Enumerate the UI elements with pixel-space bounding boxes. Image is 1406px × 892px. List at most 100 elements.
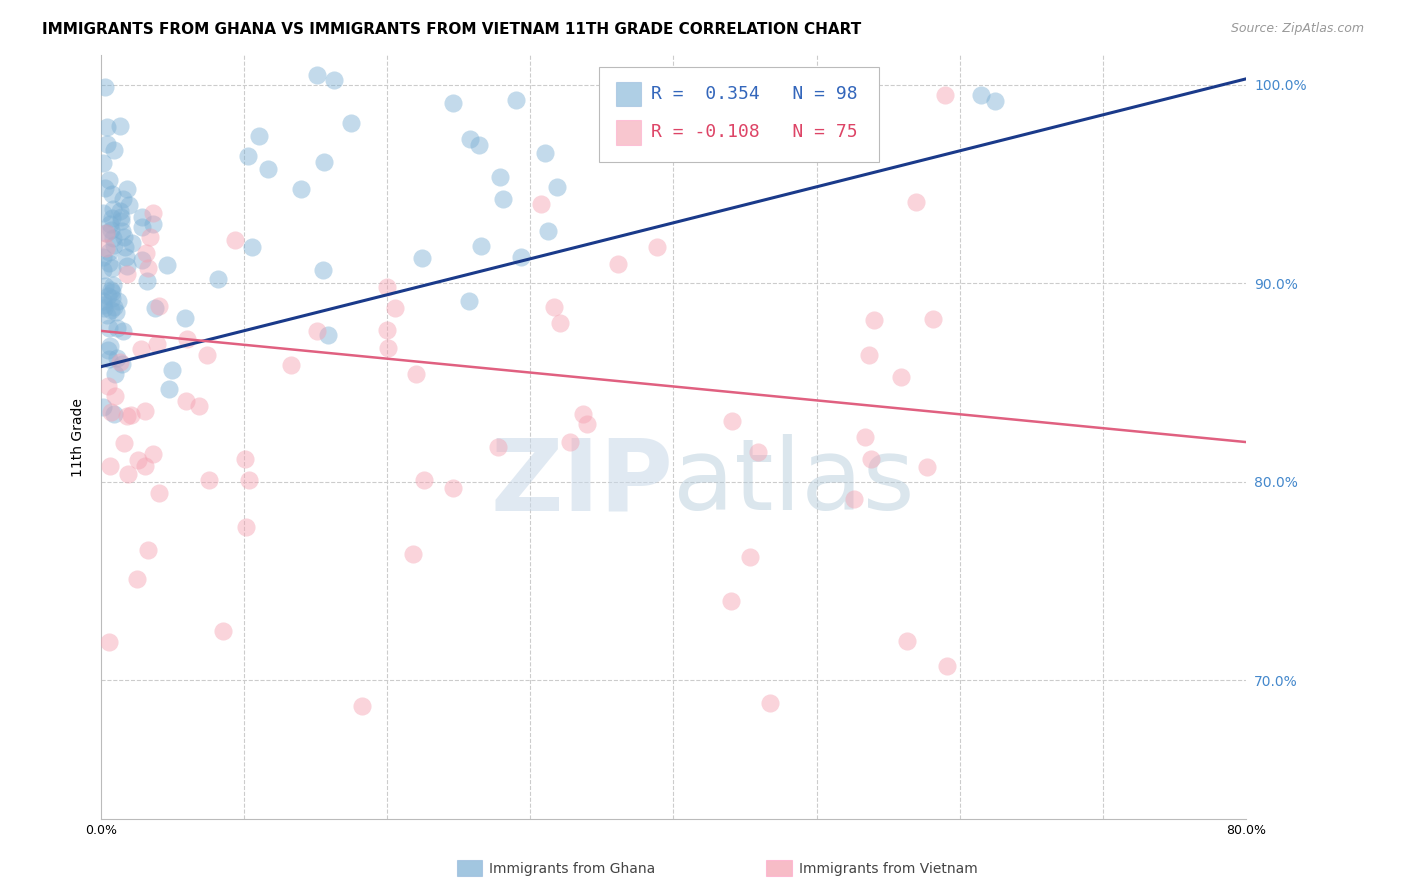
Immigrants from Ghana bbox=[93, 181, 115, 195]
Immigrants from Vietnam bbox=[560, 435, 582, 450]
Immigrants from Ghana bbox=[546, 179, 568, 194]
Immigrants from Ghana bbox=[100, 303, 122, 318]
Immigrants from Vietnam bbox=[142, 206, 165, 220]
Immigrants from Vietnam bbox=[235, 520, 257, 534]
Immigrants from Ghana bbox=[984, 94, 1007, 108]
Immigrants from Ghana bbox=[98, 256, 121, 270]
Immigrants from Ghana bbox=[101, 277, 124, 292]
Immigrants from Ghana bbox=[104, 304, 127, 318]
Immigrants from Ghana bbox=[312, 154, 335, 169]
Immigrants from Ghana bbox=[96, 120, 118, 134]
Immigrants from Vietnam bbox=[405, 367, 427, 381]
Immigrants from Vietnam bbox=[127, 572, 149, 586]
Immigrants from Ghana bbox=[100, 260, 122, 275]
Immigrants from Ghana bbox=[115, 250, 138, 264]
Immigrants from Ghana bbox=[157, 382, 180, 396]
Immigrants from Vietnam bbox=[859, 452, 882, 467]
Immigrants from Vietnam bbox=[721, 414, 744, 428]
Immigrants from Ghana bbox=[111, 192, 134, 206]
Immigrants from Ghana bbox=[101, 291, 124, 305]
Immigrants from Ghana bbox=[108, 203, 131, 218]
Immigrants from Ghana bbox=[311, 263, 333, 277]
Immigrants from Ghana bbox=[91, 298, 114, 312]
Immigrants from Ghana bbox=[509, 250, 531, 264]
Immigrants from Ghana bbox=[257, 161, 280, 176]
Immigrants from Ghana bbox=[94, 226, 117, 240]
Immigrants from Ghana bbox=[94, 80, 117, 95]
Immigrants from Vietnam bbox=[921, 311, 943, 326]
Immigrants from Vietnam bbox=[224, 233, 246, 247]
Immigrants from Ghana bbox=[96, 309, 118, 323]
Immigrants from Vietnam bbox=[904, 195, 927, 210]
Immigrants from Vietnam bbox=[720, 593, 742, 607]
Immigrants from Vietnam bbox=[548, 316, 571, 330]
Immigrants from Vietnam bbox=[936, 658, 959, 673]
Immigrants from Vietnam bbox=[377, 341, 399, 355]
Immigrants from Ghana bbox=[240, 239, 263, 253]
Immigrants from Ghana bbox=[97, 321, 120, 335]
Immigrants from Vietnam bbox=[134, 404, 156, 418]
Immigrants from Vietnam bbox=[844, 492, 866, 507]
Immigrants from Ghana bbox=[470, 238, 492, 252]
Immigrants from Ghana bbox=[108, 119, 131, 133]
Immigrants from Vietnam bbox=[148, 486, 170, 500]
Immigrants from Ghana bbox=[207, 272, 229, 286]
FancyBboxPatch shape bbox=[616, 120, 641, 145]
Immigrants from Vietnam bbox=[98, 458, 121, 473]
Immigrants from Ghana bbox=[111, 224, 134, 238]
Immigrants from Ghana bbox=[131, 220, 153, 235]
Immigrants from Vietnam bbox=[94, 241, 117, 255]
Immigrants from Ghana bbox=[316, 327, 339, 342]
Immigrants from Vietnam bbox=[350, 699, 373, 714]
Immigrants from Ghana bbox=[131, 252, 153, 267]
Immigrants from Vietnam bbox=[142, 447, 165, 461]
Immigrants from Vietnam bbox=[738, 550, 761, 565]
Immigrants from Ghana bbox=[247, 128, 270, 143]
Immigrants from Ghana bbox=[115, 182, 138, 196]
Immigrants from Vietnam bbox=[543, 300, 565, 314]
Immigrants from Ghana bbox=[104, 367, 127, 381]
Immigrants from Ghana bbox=[458, 131, 481, 145]
Immigrants from Vietnam bbox=[530, 197, 553, 211]
Immigrants from Vietnam bbox=[890, 369, 912, 384]
Immigrants from Vietnam bbox=[375, 323, 398, 337]
Immigrants from Ghana bbox=[143, 301, 166, 315]
Immigrants from Ghana bbox=[91, 400, 114, 414]
Immigrants from Vietnam bbox=[138, 229, 160, 244]
Immigrants from Vietnam bbox=[377, 279, 399, 293]
Immigrants from Vietnam bbox=[97, 378, 120, 392]
Immigrants from Ghana bbox=[105, 321, 128, 335]
Immigrants from Vietnam bbox=[571, 407, 593, 421]
Immigrants from Vietnam bbox=[863, 313, 886, 327]
Immigrants from Vietnam bbox=[853, 430, 876, 444]
Immigrants from Vietnam bbox=[104, 389, 127, 403]
Immigrants from Ghana bbox=[96, 136, 118, 151]
Immigrants from Ghana bbox=[91, 206, 114, 220]
FancyBboxPatch shape bbox=[599, 67, 879, 162]
Immigrants from Vietnam bbox=[915, 460, 938, 475]
Immigrants from Ghana bbox=[117, 259, 139, 273]
Immigrants from Ghana bbox=[534, 145, 557, 160]
Immigrants from Ghana bbox=[970, 87, 993, 102]
Immigrants from Vietnam bbox=[138, 261, 160, 276]
Text: Immigrants from Vietnam: Immigrants from Vietnam bbox=[799, 862, 977, 876]
Immigrants from Vietnam bbox=[115, 409, 138, 423]
Immigrants from Vietnam bbox=[486, 440, 509, 454]
Immigrants from Vietnam bbox=[759, 696, 782, 710]
Immigrants from Ghana bbox=[488, 169, 510, 184]
Immigrants from Vietnam bbox=[413, 473, 436, 487]
Immigrants from Ghana bbox=[142, 217, 165, 231]
Text: R =  0.354   N = 98: R = 0.354 N = 98 bbox=[651, 85, 858, 103]
Text: Source: ZipAtlas.com: Source: ZipAtlas.com bbox=[1230, 22, 1364, 36]
Immigrants from Ghana bbox=[110, 210, 132, 224]
Y-axis label: 11th Grade: 11th Grade bbox=[72, 398, 86, 476]
Immigrants from Ghana bbox=[136, 274, 159, 288]
Immigrants from Ghana bbox=[96, 343, 118, 358]
Immigrants from Vietnam bbox=[134, 459, 156, 474]
Immigrants from Ghana bbox=[121, 236, 143, 251]
Immigrants from Ghana bbox=[93, 301, 115, 315]
Immigrants from Vietnam bbox=[575, 417, 598, 431]
Immigrants from Vietnam bbox=[441, 481, 464, 495]
Text: Immigrants from Ghana: Immigrants from Ghana bbox=[489, 862, 655, 876]
Immigrants from Ghana bbox=[103, 301, 125, 315]
